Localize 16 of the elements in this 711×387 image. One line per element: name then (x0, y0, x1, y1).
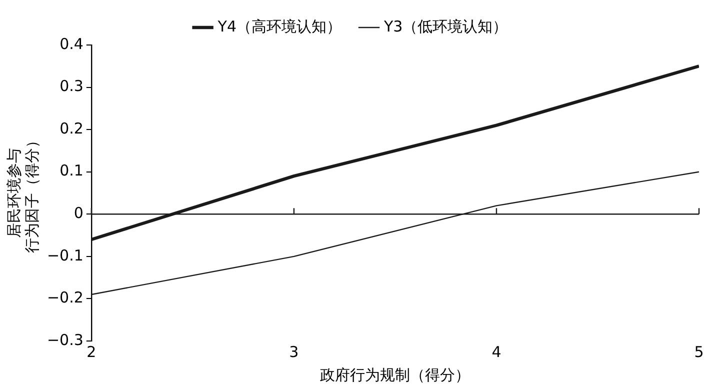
x-axis-title: 政府行为规制（得分） (320, 366, 470, 384)
x-tick-label: 5 (694, 342, 704, 361)
x-tick-label: 4 (492, 342, 502, 361)
y-tick-label: 0.3 (60, 77, 84, 96)
x-tick-label: 2 (86, 342, 96, 361)
y-tick-label: 0.1 (60, 162, 84, 180)
y-tick-label: 0 (74, 204, 84, 222)
y-tick-label: 0.2 (60, 119, 84, 138)
legend-label: Y3（低环境认知） (383, 17, 508, 36)
legend-label: Y4（高环境认知） (216, 17, 342, 36)
x-tick-label: 3 (289, 342, 299, 361)
y-tick-label: −0.2 (46, 288, 84, 307)
y-axis-title: 居民环境参与行为因子（得分） (4, 133, 41, 253)
y-tick-label: −0.1 (46, 246, 84, 264)
y-tick-label: 0.4 (60, 34, 84, 53)
y-tick-label: −0.3 (46, 330, 84, 349)
